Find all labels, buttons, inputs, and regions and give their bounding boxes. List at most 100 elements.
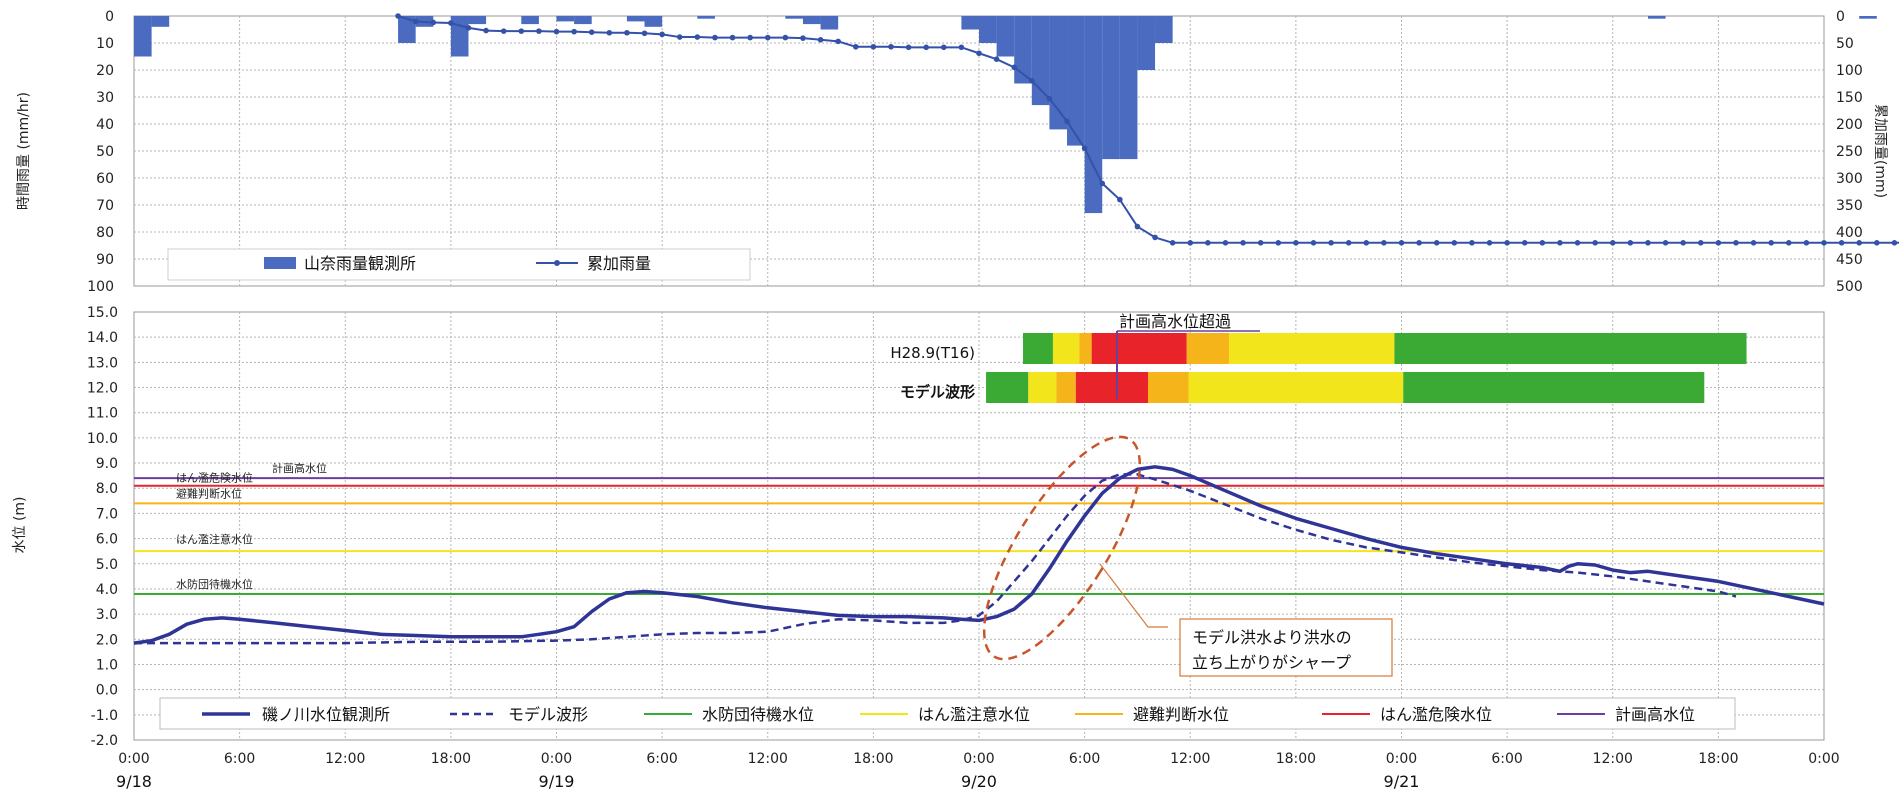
hourly-rain-bar — [820, 16, 839, 30]
water-level-tick-label: 12.0 — [87, 381, 118, 397]
hourly-rain-bar — [521, 16, 539, 25]
hourly-rain-bar — [556, 16, 575, 22]
hourly-rain-bar — [1102, 16, 1120, 160]
status-bar-segment — [1028, 372, 1057, 403]
time-tick-label: 12:00 — [325, 751, 365, 767]
cumulative-rain-point — [1011, 64, 1018, 71]
rainfall-left-ticks: 0 10 20 30 40 50 60 70 80 90 100 — [87, 9, 114, 295]
cumulative-rain-point — [1486, 240, 1493, 246]
cumulative-rain-point — [1398, 240, 1405, 246]
cumulative-rain-point — [1187, 240, 1194, 246]
rainfall-legend: 山奈雨量観測所 累加雨量 — [167, 248, 751, 281]
cumulative-rain-point — [923, 44, 929, 51]
hourly-rain-bar — [134, 16, 152, 57]
time-tick-label: 18:00 — [1698, 751, 1738, 767]
rainfall-right-tick-label: 300 — [1836, 171, 1863, 187]
hourly-rain-bar — [574, 16, 592, 25]
cumulative-rain-point — [1785, 240, 1792, 246]
rainfall-left-tick-label: 30 — [96, 90, 114, 106]
cumulative-rain-point — [1680, 240, 1686, 246]
callout-text-line2: 立ち上がりがシャープ — [1192, 653, 1351, 672]
status-bar-segment — [1023, 333, 1053, 364]
cumulative-rain-point — [1539, 240, 1546, 246]
water-level-tick-label: 8.0 — [96, 481, 118, 497]
status-bar-segment — [1403, 372, 1705, 403]
cumulative-rain-point — [1169, 240, 1176, 246]
hourly-rain-bar — [1067, 16, 1085, 146]
rainfall-right-tick-label: 150 — [1836, 90, 1863, 106]
time-tick-label: 6:00 — [646, 751, 677, 767]
status-bar-segment — [1079, 333, 1092, 364]
water-level-series — [133, 465, 1825, 645]
cumulative-rain-point — [1821, 240, 1827, 246]
cumulative-rain-point — [1750, 240, 1757, 246]
cumulative-rain-point — [1257, 240, 1264, 246]
cumulative-rain-point — [729, 34, 736, 41]
hourly-rain-bar — [1155, 16, 1173, 43]
time-tick-label: 18:00 — [853, 751, 893, 767]
cumulative-rain-point — [659, 31, 665, 38]
hourly-rain-bar — [626, 16, 645, 22]
water-level-tick-label: 14.0 — [87, 330, 118, 346]
cumulative-rain-point — [1081, 145, 1088, 152]
reference-line-label: 計画高水位 — [272, 461, 327, 475]
hourly-rain-bar — [450, 16, 469, 57]
time-axis-ticks: 0:00 6:00 12:00 18:00 0:00 6:00 12:00 18:00 0:00… — [116, 751, 1840, 791]
rainfall-right-tick-label: 250 — [1836, 144, 1863, 160]
cumulative-rain-point — [606, 29, 613, 36]
water-level-tick-label: 0.0 — [96, 683, 118, 699]
cumulative-rain-point — [1662, 240, 1669, 246]
rainfall-left-tick-label: 60 — [96, 171, 114, 187]
cumulative-rain-point — [1222, 240, 1229, 246]
cumulative-rain-point — [448, 20, 454, 26]
cumulative-rain-point — [835, 38, 841, 45]
legend-swatch-cumulative-marker — [554, 260, 560, 266]
cumulative-rain-point — [940, 44, 947, 51]
legend-label-observed: 磯ノ川水位観測所 — [262, 705, 390, 724]
cumulative-rain-point — [536, 28, 542, 34]
status-bar-label-model: モデル波形 — [900, 383, 975, 401]
cumulative-rain-point — [1416, 240, 1422, 246]
rainfall-left-tick-label: 50 — [96, 144, 114, 160]
cumulative-rain-point — [1240, 240, 1246, 246]
cumulative-rain-point — [1046, 95, 1053, 102]
over-plan-water-level-label: 計画高水位超過 — [1119, 312, 1231, 331]
rainfall-right-tick-label: 200 — [1836, 117, 1863, 133]
model-waveform-line — [134, 473, 1737, 645]
cumulative-rain-point — [1099, 180, 1106, 187]
hourly-rain-bar — [1084, 16, 1103, 214]
water-level-tick-label: 2.0 — [96, 632, 118, 648]
time-tick-label: 12:00 — [1170, 751, 1210, 767]
cumulative-rain-point — [1275, 240, 1282, 246]
status-bars — [986, 333, 1747, 403]
cumulative-rain-point — [465, 25, 472, 31]
cumulative-rain-point — [976, 50, 982, 57]
legend-label-hourly-rain: 山奈雨量観測所 — [304, 254, 416, 273]
sharp-rise-highlight-ellipse — [982, 435, 1142, 661]
cumulative-rain-point — [1609, 240, 1616, 246]
water-level-tick-label: 3.0 — [96, 607, 118, 623]
cumulative-rain-point — [1504, 240, 1510, 246]
reference-line-label: はん濫注意水位 — [176, 532, 253, 546]
cumulative-rain-point — [1874, 240, 1880, 246]
time-tick-label: 18:00 — [1276, 751, 1316, 767]
status-bar-segment — [986, 372, 1029, 403]
rainfall-right-tick-label: 350 — [1836, 198, 1863, 214]
rainfall-legend-box — [167, 248, 751, 281]
water-level-tick-label: 11.0 — [87, 406, 118, 422]
hourly-rain-bar — [644, 16, 663, 27]
hourly-rain-bars — [134, 16, 1877, 214]
cumulative-rain-point — [1328, 240, 1334, 246]
legend-label-danger: はん濫危険水位 — [1380, 705, 1492, 724]
cumulative-rain-point — [747, 34, 753, 41]
status-bar-label-h28: H28.9(T16) — [890, 344, 975, 362]
legend-label-model: モデル波形 — [508, 705, 588, 724]
rainfall-right-tick-label: 0 — [1836, 9, 1845, 25]
cumulative-rain-point — [1803, 240, 1810, 246]
time-tick-label: 6:00 — [1069, 751, 1100, 767]
time-tick-label: 0:00 — [1386, 751, 1417, 767]
hourly-rain-bar — [468, 16, 487, 25]
